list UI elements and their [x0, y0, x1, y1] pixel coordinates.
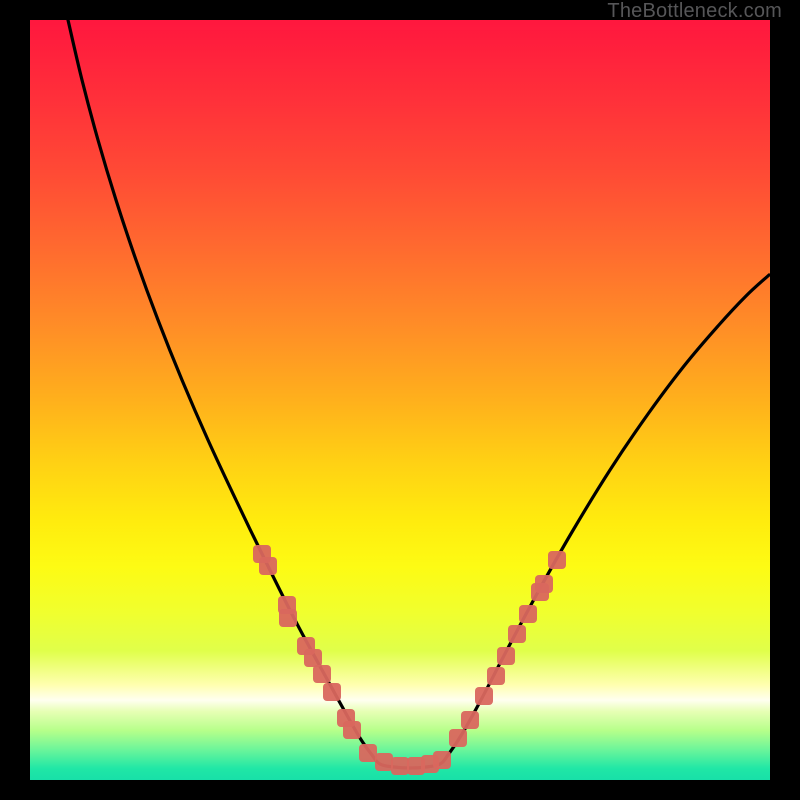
marker-point: [279, 609, 297, 627]
marker-point: [375, 753, 393, 771]
marker-point: [313, 665, 331, 683]
plot-area: [30, 20, 770, 780]
marker-point: [475, 687, 493, 705]
marker-point: [497, 647, 515, 665]
marker-point: [487, 667, 505, 685]
v-curve-path: [68, 20, 769, 768]
marker-point: [449, 729, 467, 747]
marker-point: [461, 711, 479, 729]
marker-point: [359, 744, 377, 762]
marker-point: [259, 557, 277, 575]
marker-point: [535, 575, 553, 593]
marker-point: [508, 625, 526, 643]
watermark-text: TheBottleneck.com: [607, 0, 782, 23]
bottleneck-curve: [30, 20, 770, 780]
marker-point: [323, 683, 341, 701]
marker-point: [391, 757, 409, 775]
chart-stage: { "watermark": { "text": "TheBottleneck.…: [0, 0, 800, 800]
marker-layer: [253, 545, 566, 775]
marker-point: [304, 649, 322, 667]
marker-point: [343, 721, 361, 739]
marker-point: [519, 605, 537, 623]
marker-point: [433, 751, 451, 769]
marker-point: [548, 551, 566, 569]
